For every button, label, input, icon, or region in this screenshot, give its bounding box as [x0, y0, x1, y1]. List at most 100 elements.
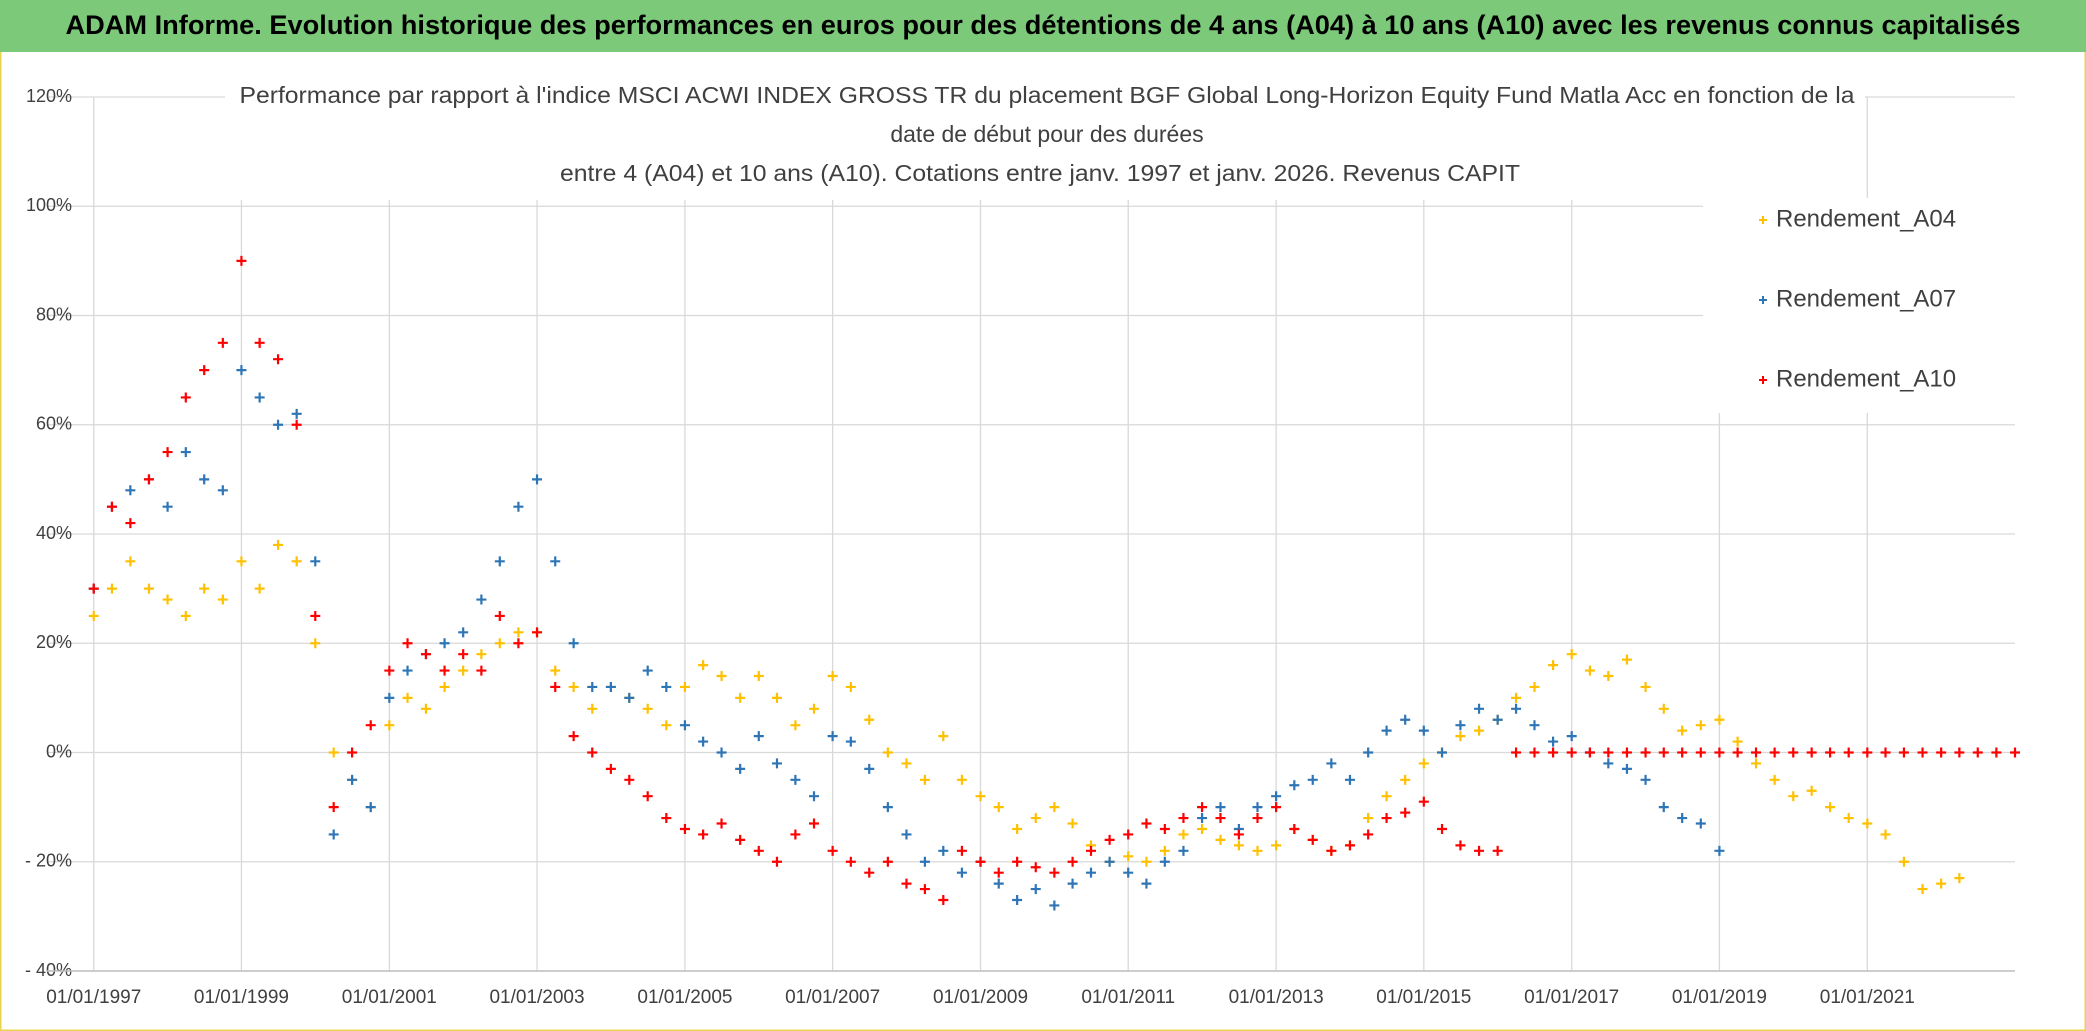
data-point	[587, 747, 598, 758]
data-point	[1936, 878, 1947, 889]
data-point	[1640, 747, 1651, 758]
data-point	[1178, 845, 1189, 856]
x-tick-label: 01/01/2021	[1820, 987, 1915, 1008]
data-point	[1714, 714, 1725, 725]
data-point	[1529, 747, 1540, 758]
data-point	[1271, 791, 1282, 802]
data-point	[402, 665, 413, 676]
data-point	[587, 681, 598, 692]
x-tick-label: 01/01/2009	[933, 987, 1028, 1008]
data-point	[513, 638, 524, 649]
data-point	[458, 649, 469, 660]
data-point	[1271, 802, 1282, 813]
data-point	[1400, 774, 1411, 785]
data-point	[1178, 813, 1189, 824]
data-point	[864, 714, 875, 725]
data-point	[217, 594, 228, 605]
data-point	[1197, 813, 1208, 824]
x-tick-label: 01/01/2003	[489, 987, 584, 1008]
data-point	[1714, 747, 1725, 758]
data-point	[1972, 747, 1983, 758]
data-point	[1344, 840, 1355, 851]
data-point	[125, 485, 136, 496]
data-point	[513, 501, 524, 512]
data-point	[1695, 747, 1706, 758]
data-point	[1085, 867, 1096, 878]
y-tick-label: 60%	[36, 414, 72, 434]
data-point	[1381, 813, 1392, 824]
data-point	[1529, 681, 1540, 692]
data-point	[1049, 900, 1060, 911]
data-point	[1936, 747, 1947, 758]
data-point	[1566, 731, 1577, 742]
data-point	[365, 720, 376, 731]
legend-marker	[1759, 296, 1767, 304]
data-point	[882, 856, 893, 867]
data-point	[1104, 856, 1115, 867]
data-point	[661, 813, 672, 824]
plot-area: - 40% - 20% 0% 20% 40% 60% 80% 100% 120% 01/01/19…	[25, 86, 2020, 1008]
data-point	[1621, 763, 1632, 774]
data-point	[1344, 774, 1355, 785]
data-point	[1178, 829, 1189, 840]
data-point	[1677, 725, 1688, 736]
data-point	[180, 392, 191, 403]
data-point	[236, 365, 247, 376]
data-point	[1455, 840, 1466, 851]
data-point	[458, 627, 469, 638]
data-point	[827, 731, 838, 742]
data-point	[1621, 747, 1632, 758]
data-point	[956, 845, 967, 856]
title-line: entre 4 (A04) et 10 ans (A10). Cotations…	[560, 160, 1520, 186]
data-point	[1215, 813, 1226, 824]
data-point	[1363, 829, 1374, 840]
data-point	[1603, 758, 1614, 769]
x-tick-label: 01/01/2015	[1376, 987, 1471, 1008]
data-point	[605, 681, 616, 692]
data-point	[162, 447, 173, 458]
data-point	[439, 681, 450, 692]
data-point	[420, 649, 431, 660]
data-point	[420, 703, 431, 714]
data-point	[1898, 856, 1909, 867]
data-point	[735, 834, 746, 845]
data-point	[365, 802, 376, 813]
data-point	[1400, 807, 1411, 818]
data-point	[384, 692, 395, 703]
data-point	[919, 884, 930, 895]
data-point	[494, 556, 505, 567]
y-tick-label: 100%	[26, 195, 72, 215]
data-point	[790, 720, 801, 731]
x-tick-label: 01/01/2013	[1229, 987, 1324, 1008]
data-point	[1548, 736, 1559, 747]
data-point	[1566, 649, 1577, 660]
data-point	[180, 447, 191, 458]
x-tick-label: 01/01/2005	[637, 987, 732, 1008]
header-title: ADAM Informe. Evolution historique des p…	[66, 10, 2021, 40]
data-point	[1548, 747, 1559, 758]
data-point	[310, 556, 321, 567]
data-point	[1067, 878, 1078, 889]
data-point	[809, 818, 820, 829]
data-point	[642, 791, 653, 802]
data-point	[1049, 802, 1060, 813]
data-point	[310, 610, 321, 621]
data-point	[1215, 802, 1226, 813]
data-point	[513, 627, 524, 638]
data-point	[476, 594, 487, 605]
data-point	[532, 474, 543, 485]
data-point	[1677, 747, 1688, 758]
data-point	[1548, 660, 1559, 671]
data-point	[753, 671, 764, 682]
data-point	[384, 720, 395, 731]
data-point	[1584, 665, 1595, 676]
data-point	[882, 802, 893, 813]
data-point	[1012, 823, 1023, 834]
data-point	[919, 856, 930, 867]
data-point	[1233, 829, 1244, 840]
data-point	[1437, 747, 1448, 758]
data-point	[1233, 840, 1244, 851]
data-point	[1326, 758, 1337, 769]
data-point	[1049, 867, 1060, 878]
data-point	[938, 894, 949, 905]
